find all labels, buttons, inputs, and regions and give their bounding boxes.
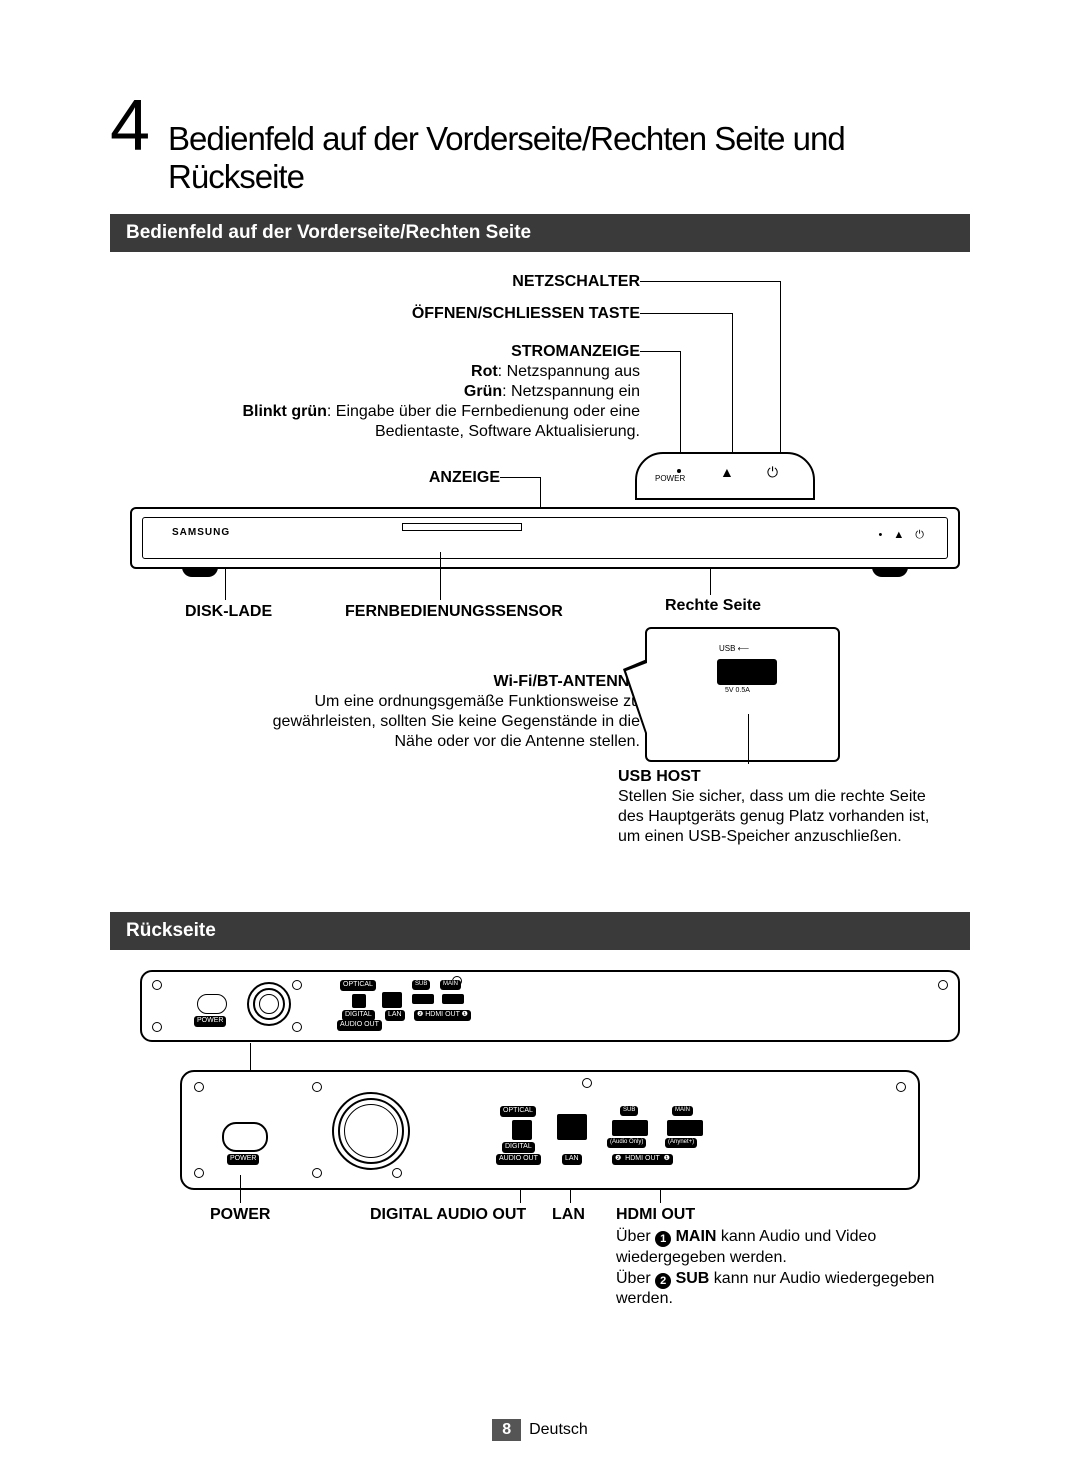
label-rear-hdmi-desc: Über 1 MAIN kann Audio und Video wiederg…	[616, 1227, 946, 1310]
label-disk-tray: DISK-LADE	[185, 602, 272, 622]
disc-tray-icon	[402, 523, 522, 531]
brand-logo: SAMSUNG	[172, 527, 230, 540]
label-rear-digital-audio: DIGITAL AUDIO OUT	[370, 1205, 526, 1225]
device-rear-large: POWER OPTICAL DIGITAL AUDIO OUT LAN SUB …	[180, 1070, 920, 1190]
device-rear-small: POWER OPTICAL DIGITAL AUDIO OUT LAN SUB …	[140, 970, 960, 1042]
chapter-heading: 4 Bedienfeld auf der Vorderseite/Rechten…	[110, 90, 970, 196]
callout-top-buttons: POWER ▲ ⏻	[635, 452, 815, 500]
chapter-title: Bedienfeld auf der Vorderseite/Rechten S…	[168, 120, 970, 196]
rear-diagram: POWER OPTICAL DIGITAL AUDIO OUT LAN SUB …	[110, 970, 970, 1400]
label-rear-hdmi-out: HDMI OUT	[616, 1205, 695, 1225]
section-rear-title: Rückseite	[110, 912, 970, 950]
label-usb-host: USB HOST Stellen Sie sicher, dass um die…	[618, 767, 948, 847]
label-remote-sensor: FERNBEDIENUNGSSENSOR	[345, 602, 563, 622]
label-power-indicator: STROMANZEIGE Rot: Netzspannung aus Grün:…	[210, 342, 640, 442]
label-rear-power: POWER	[210, 1205, 270, 1225]
label-rear-lan: LAN	[552, 1205, 585, 1225]
page-number: 8	[492, 1419, 521, 1441]
section-front-title: Bedienfeld auf der Vorderseite/Rechten S…	[110, 214, 970, 252]
label-right-side: Rechte Seite	[665, 596, 761, 616]
page-footer: 8 Deutsch	[0, 1419, 1080, 1441]
chapter-number: 4	[110, 90, 150, 162]
label-open-close: ÖFFNEN/SCHLIESSEN TASTE	[412, 304, 640, 324]
callout-right-usb: USB ⟵ 5V 0.5A	[645, 627, 840, 762]
page-lang: Deutsch	[529, 1421, 588, 1438]
front-diagram: NETZSCHALTER ÖFFNEN/SCHLIESSEN TASTE STR…	[110, 272, 970, 912]
label-wifi-antenna: Wi-Fi/BT-ANTENNE Um eine ordnungsgemäße …	[240, 672, 640, 752]
label-netzschalter: NETZSCHALTER	[512, 272, 640, 292]
device-front: SAMSUNG • ▲ ⏻	[130, 507, 960, 569]
label-display: ANZEIGE	[429, 468, 500, 488]
